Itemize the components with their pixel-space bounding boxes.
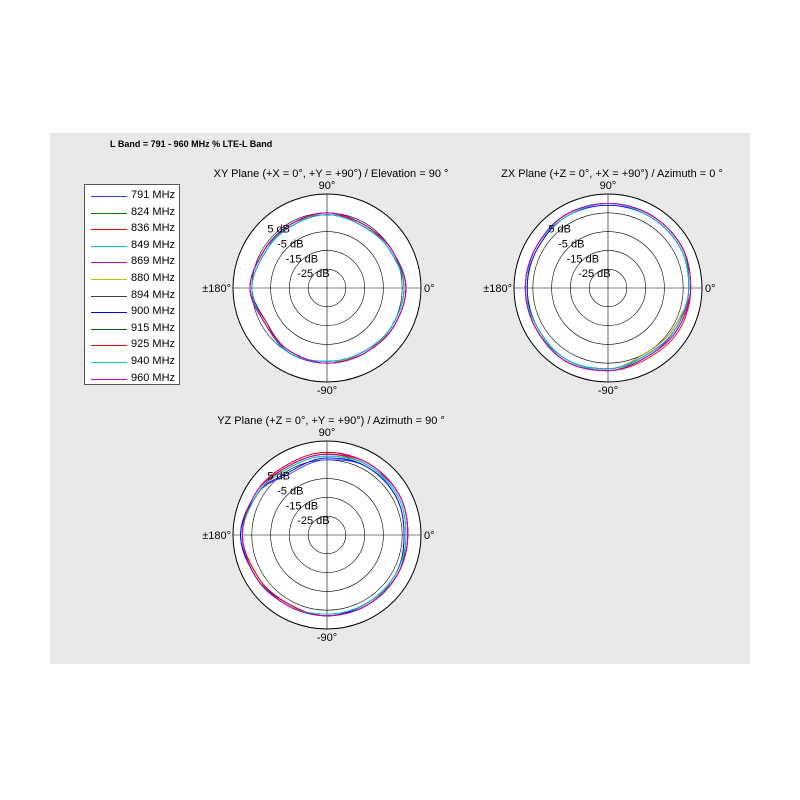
polar-plot-xy: 5 dB -5 dB -15 dB -25 dB 90° -90° 0° ±180° XY Pl… — [202, 168, 448, 397]
legend-label: 791 MHz — [131, 189, 176, 201]
legend-swatch — [91, 229, 127, 231]
radial-tick-label: -25 dB — [297, 515, 329, 527]
legend: 791 MHz 824 MHz 836 MHz 849 MHz 869 MHz 880 M… — [84, 184, 180, 385]
radial-tick-label: -5 dB — [558, 239, 584, 251]
legend-item: 925 MHz — [85, 337, 179, 353]
legend-swatch — [91, 295, 127, 297]
legend-swatch — [91, 362, 127, 363]
legend-item: 836 MHz — [85, 221, 179, 237]
figure-title: L Band = 791 - 960 MHz % LTE-L Band — [110, 139, 273, 149]
angle-label-right: 0° — [424, 283, 435, 295]
series-trace — [241, 453, 409, 617]
angle-label-bottom: -90° — [317, 632, 337, 644]
legend-item: 894 MHz — [85, 288, 179, 304]
legend-item: 849 MHz — [85, 238, 179, 254]
legend-item: 940 MHz — [85, 354, 179, 370]
legend-swatch — [91, 328, 127, 330]
legend-item: 869 MHz — [85, 254, 179, 270]
polar-plot-zx: 5 dB -5 dB -15 dB -25 dB 90° -90° 0° ±180° ZX Pl… — [483, 168, 723, 397]
legend-swatch — [91, 262, 127, 264]
legend-label: 960 MHz — [131, 371, 176, 384]
legend-swatch — [91, 212, 127, 214]
legend-swatch — [91, 378, 127, 380]
polar-plot-title: XY Plane (+X = 0°, +Y = +90°) / Elevatio… — [214, 168, 449, 180]
legend-label: 880 MHz — [131, 272, 176, 284]
angle-label-left: ±180° — [202, 283, 231, 295]
legend-label: 894 MHz — [131, 288, 176, 301]
legend-label: 915 MHz — [131, 321, 176, 334]
angle-label-top: 90° — [600, 180, 617, 192]
radial-tick-label: -15 dB — [286, 500, 318, 512]
legend-label: 824 MHz — [131, 205, 176, 218]
angle-label-right: 0° — [424, 530, 435, 542]
series-trace — [524, 202, 692, 372]
angle-label-bottom: -90° — [598, 385, 618, 397]
legend-label: 925 MHz — [131, 338, 176, 351]
angle-label-left: ±180° — [202, 530, 231, 542]
legend-swatch — [91, 312, 127, 314]
legend-item: 880 MHz — [85, 271, 179, 287]
angle-label-top: 90° — [319, 427, 336, 439]
radial-tick-label: -5 dB — [277, 239, 303, 251]
angle-label-bottom: -90° — [317, 385, 337, 397]
radial-tick-label: 5 dB — [267, 471, 290, 483]
polar-plot-title: YZ Plane (+Z = 0°, +Y = +90°) / Azimuth … — [217, 415, 445, 427]
legend-swatch — [91, 196, 127, 197]
legend-label: 849 MHz — [131, 238, 176, 251]
angle-label-right: 0° — [705, 283, 716, 295]
radial-tick-label: -25 dB — [297, 268, 329, 280]
legend-swatch — [91, 245, 127, 247]
legend-swatch — [91, 279, 127, 280]
legend-item: 900 MHz — [85, 304, 179, 320]
angle-label-top: 90° — [319, 180, 336, 192]
legend-label: 940 MHz — [131, 355, 176, 367]
legend-item: 915 MHz — [85, 321, 179, 337]
legend-label: 869 MHz — [131, 255, 176, 268]
radial-tick-label: -15 dB — [567, 253, 599, 265]
radial-tick-label: -15 dB — [286, 253, 318, 265]
radial-tick-label: 5 dB — [548, 224, 571, 236]
radial-tick-label: 5 dB — [267, 224, 290, 236]
legend-item: 960 MHz — [85, 371, 179, 387]
series-trace — [249, 212, 407, 364]
radial-tick-label: -5 dB — [277, 486, 303, 498]
legend-swatch — [91, 345, 127, 347]
radial-tick-label: -25 dB — [578, 268, 610, 280]
legend-item: 791 MHz — [85, 188, 179, 204]
legend-item: 824 MHz — [85, 205, 179, 221]
polar-plot-yz: 5 dB -5 dB -15 dB -25 dB 90° -90° 0° ±180° YZ Pl… — [202, 415, 445, 644]
legend-label: 900 MHz — [131, 305, 176, 318]
angle-label-left: ±180° — [483, 283, 512, 295]
legend-label: 836 MHz — [131, 222, 176, 235]
polar-plot-title: ZX Plane (+Z = 0°, +X = +90°) / Azimuth … — [501, 168, 723, 180]
series-trace — [251, 214, 405, 362]
